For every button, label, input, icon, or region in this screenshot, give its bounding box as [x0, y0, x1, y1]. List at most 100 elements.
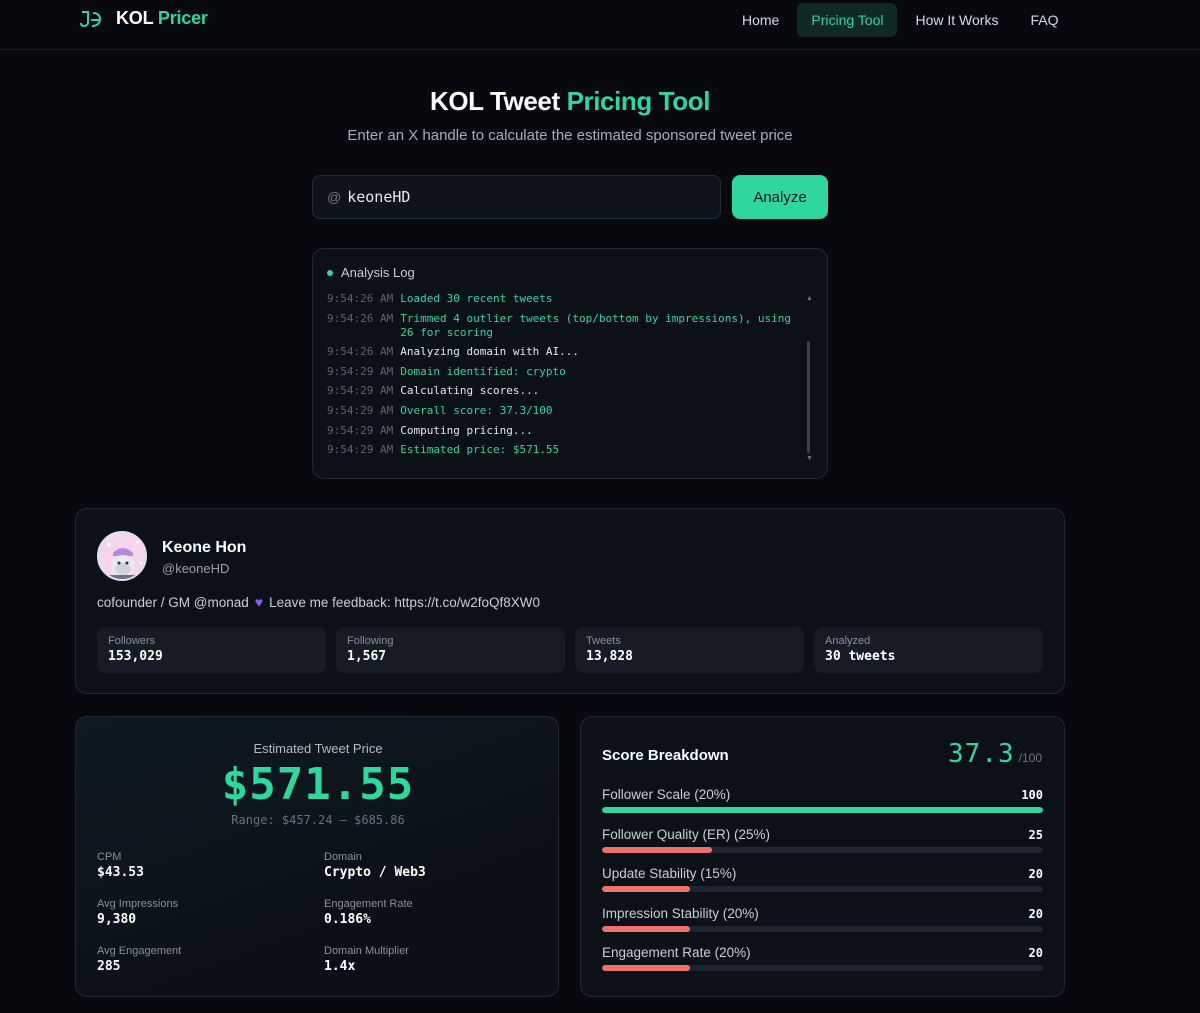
score-name: Update Stability (15%) [602, 866, 737, 881]
log-scrollbar[interactable]: ▲ ▼ [806, 295, 813, 463]
metric-value: Crypto / Web3 [324, 865, 426, 880]
stat-label: Following [347, 635, 394, 647]
brand-name: KOL Pricer [116, 8, 208, 29]
score-name: Impression Stability (20%) [602, 906, 759, 921]
metric-cpm: CPM $43.53 [97, 851, 144, 880]
price-card: Estimated Tweet Price $571.55 Range: $45… [75, 716, 559, 997]
score-bar-track [602, 926, 1043, 932]
stat-followers: Followers 153,029 [97, 627, 326, 673]
profile-name: Keone Hon [162, 539, 247, 556]
log-entry: 9:54:29 AM Domain identified: crypto [327, 365, 802, 379]
score-row: Engagement Rate (20%) 20 [602, 945, 1043, 971]
at-prefix: @ [327, 189, 342, 205]
scroll-up-icon[interactable]: ▲ [806, 295, 813, 302]
page-title: KOL Tweet Pricing Tool [0, 86, 1140, 117]
analyze-button[interactable]: Analyze [732, 175, 828, 219]
metric-avg-impressions: Avg Impressions 9,380 [97, 898, 178, 927]
log-message: Trimmed 4 outlier tweets (top/bottom by … [400, 311, 791, 339]
profile-card: Keone Hon @keoneHD cofounder / GM @monad… [75, 508, 1065, 694]
top-navigation-bar: KOL Pricer Home Pricing Tool How It Work… [0, 0, 1200, 50]
score-bar-fill [602, 965, 691, 971]
nav-pricing-tool[interactable]: Pricing Tool [797, 3, 898, 37]
score-bar-track [602, 807, 1043, 813]
log-message: Overall score: 37.3/100 [400, 403, 553, 417]
stat-label: Tweets [586, 635, 621, 647]
title-prefix: KOL Tweet [429, 86, 560, 116]
stat-value: 13,828 [586, 649, 633, 664]
stat-analyzed: Analyzed 30 tweets [814, 627, 1043, 673]
overall-score: 37.3 /100 [948, 739, 1042, 769]
log-timestamp: 9:54:26 AM [327, 311, 394, 325]
log-entry: 9:54:29 AM Computing pricing... [327, 424, 802, 438]
log-entry: 9:54:29 AM Estimated price: $571.55 [327, 443, 802, 457]
score-row-header: Impression Stability (20%) 20 [602, 906, 1043, 921]
score-breakdown-card: Score Breakdown 37.3 /100 Follower Scale… [580, 716, 1065, 997]
log-message: Loaded 30 recent tweets [400, 292, 553, 305]
log-timestamp: 9:54:29 AM [327, 384, 394, 398]
avatar-image [99, 533, 145, 579]
metric-value: 1.4x [324, 959, 356, 974]
score-title: Score Breakdown [602, 747, 729, 764]
nav-faq[interactable]: FAQ [1030, 12, 1059, 28]
stat-label: Followers [108, 635, 156, 647]
bio-text: cofounder / GM @monad [97, 594, 249, 610]
purple-heart-icon: ♥ [254, 594, 264, 610]
page-subtitle: Enter an X handle to calculate the estim… [347, 127, 793, 144]
overall-score-suffix: /100 [1018, 751, 1042, 765]
metric-domain: Domain Crypto / Web3 [324, 851, 426, 880]
score-value: 25 [1028, 827, 1043, 842]
score-value: 20 [1028, 866, 1043, 881]
scroll-down-icon[interactable]: ▼ [806, 455, 813, 462]
metric-avg-engagement: Avg Engagement 285 [97, 945, 181, 974]
log-message: Calculating scores... [400, 384, 540, 398]
metric-domain-multiplier: Domain Multiplier 1.4x [324, 945, 409, 974]
price-range: Range: $457.24 — $685.86 [231, 813, 405, 827]
metric-value: 0.186% [324, 912, 371, 927]
log-entry: 9:54:26 AM Loaded 30 recent tweets [327, 292, 802, 306]
score-row-header: Follower Quality (ER) (25%) 25 [602, 827, 1043, 842]
score-bar-track [602, 847, 1043, 853]
brand-suffix: Pricer [157, 8, 208, 28]
score-bar-track [602, 886, 1043, 892]
metric-value: $43.53 [97, 865, 144, 880]
stat-tweets: Tweets 13,828 [575, 627, 804, 673]
stat-value: 153,029 [108, 649, 163, 664]
brand-logo[interactable]: KOL Pricer [80, 8, 208, 29]
metric-value: 9,380 [97, 912, 137, 927]
profile-handle: @keoneHD [162, 561, 230, 576]
score-row-header: Follower Scale (20%) 100 [602, 787, 1043, 802]
score-value: 20 [1028, 906, 1043, 921]
score-name: Engagement Rate (20%) [602, 945, 751, 960]
score-bar-fill [602, 926, 691, 932]
handle-input[interactable] [347, 188, 708, 206]
score-bar-fill [602, 807, 1043, 813]
stat-label: Analyzed [825, 635, 871, 647]
status-dot-icon [327, 269, 333, 276]
log-title: Analysis Log [341, 265, 415, 280]
log-entry: 9:54:29 AM Overall score: 37.3/100 [327, 404, 802, 418]
nav-home[interactable]: Home [742, 12, 780, 28]
profile-stats: Followers 153,029 Following 1,567 Tweets… [97, 627, 1043, 673]
score-row: Update Stability (15%) 20 [602, 866, 1043, 892]
stat-following: Following 1,567 [336, 627, 565, 673]
log-entry: 9:54:29 AM Calculating scores... [327, 384, 802, 398]
log-timestamp: 9:54:29 AM [327, 364, 394, 378]
stat-value: 1,567 [347, 649, 387, 664]
handle-search-box: @ [312, 175, 721, 219]
metric-label: Domain [324, 851, 362, 863]
brand-prefix: KOL [116, 8, 154, 28]
score-name: Follower Quality (ER) (25%) [602, 827, 771, 842]
score-row-header: Update Stability (15%) 20 [602, 866, 1043, 881]
nav-how-it-works[interactable]: How It Works [915, 12, 999, 28]
bio-link-text: Leave me feedback: https://t.co/w2foQf8X… [269, 594, 540, 610]
profile-bio: cofounder / GM @monad ♥ Leave me feedbac… [97, 594, 540, 610]
metric-label: Avg Impressions [97, 898, 179, 910]
estimated-price: $571.55 [221, 759, 415, 810]
scroll-thumb[interactable] [807, 341, 810, 453]
log-entry: 9:54:26 AM Trimmed 4 outlier tweets (top/… [327, 312, 802, 340]
logo-icon [80, 10, 102, 27]
log-timestamp: 9:54:29 AM [327, 403, 394, 417]
log-entry: 9:54:26 AM Analyzing domain with AI... [327, 345, 802, 359]
overall-score-value: 37.3 [948, 739, 1015, 769]
score-value: 20 [1028, 945, 1043, 960]
